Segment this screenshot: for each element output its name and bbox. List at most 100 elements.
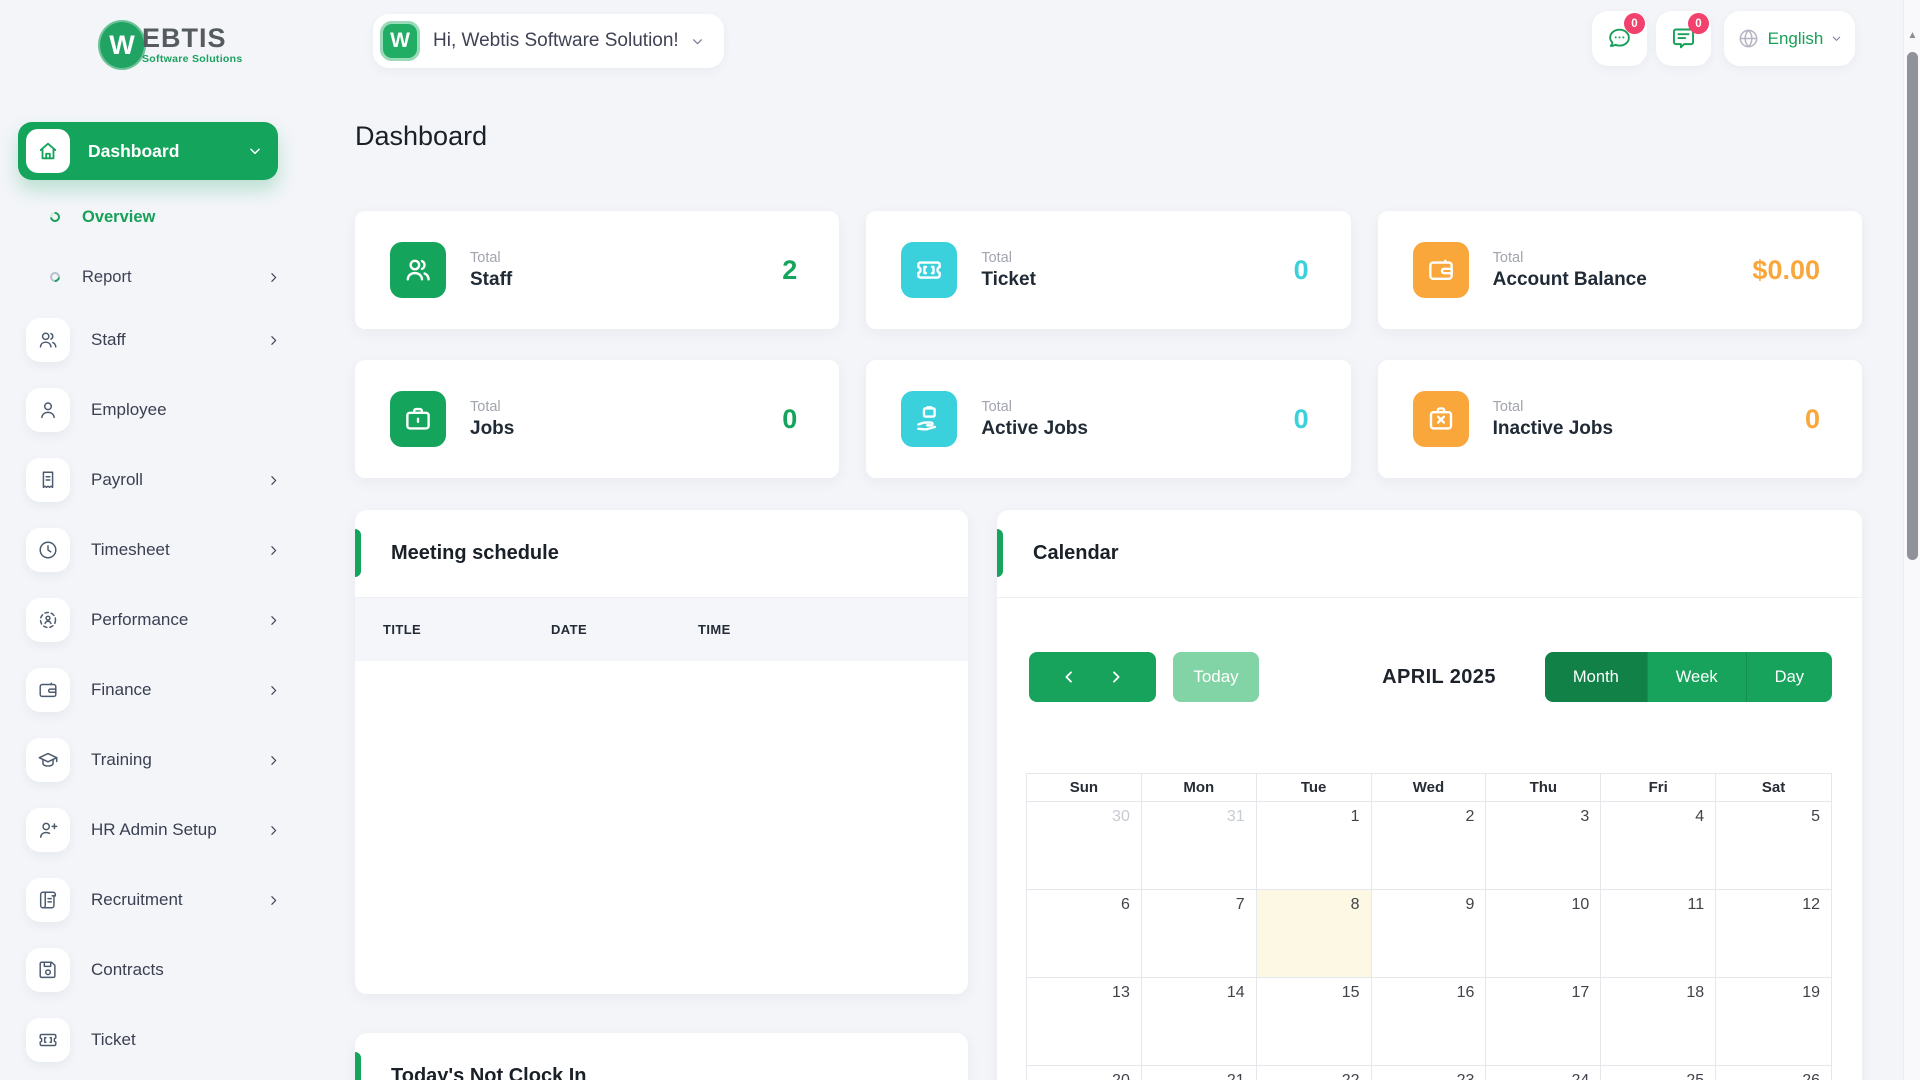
calendar-day-26[interactable]: 26 xyxy=(1716,1066,1831,1080)
sidebar-item-contracts[interactable]: Contracts xyxy=(0,935,300,1005)
sidebar-item-dashboard[interactable]: Dashboard xyxy=(18,122,278,180)
calendar-day-31[interactable]: 31 xyxy=(1141,802,1257,889)
sidebar-item-hr-admin-setup[interactable]: HR Admin Setup xyxy=(0,795,300,865)
chevron-right-icon xyxy=(267,684,280,697)
calendar-day-9[interactable]: 9 xyxy=(1371,890,1487,977)
scroll-up-arrow[interactable]: ▲ xyxy=(1907,30,1918,41)
sidebar-item-payroll[interactable]: Payroll xyxy=(0,445,300,515)
calendar-prev-next[interactable] xyxy=(1029,652,1156,702)
calendar-day-6[interactable]: 6 xyxy=(1027,890,1142,977)
calendar-view-week[interactable]: Week xyxy=(1646,652,1746,702)
today-button[interactable]: Today xyxy=(1173,652,1259,702)
sidebar-item-employee[interactable]: Employee xyxy=(0,375,300,445)
calendar-day-20[interactable]: 20 xyxy=(1027,1066,1142,1080)
stat-card-label: Active Jobs xyxy=(981,417,1088,439)
stat-card-label: Inactive Jobs xyxy=(1492,417,1614,439)
payroll-icon xyxy=(37,469,59,491)
sidebar-item-overview[interactable]: Overview xyxy=(0,195,300,239)
calendar-week-row: 20212223242526 xyxy=(1027,1065,1831,1080)
user-avatar: W xyxy=(380,21,420,61)
stat-card-value: 0 xyxy=(1293,403,1309,434)
calendar-day-30[interactable]: 30 xyxy=(1027,802,1142,889)
meeting-col-date: DATE xyxy=(551,622,588,637)
sidebar-item-training[interactable]: Training xyxy=(0,725,300,795)
calendar-day-15[interactable]: 15 xyxy=(1256,978,1372,1065)
calendar-day-23[interactable]: 23 xyxy=(1371,1066,1487,1080)
calendar-day-21[interactable]: 21 xyxy=(1141,1066,1257,1080)
messages-button[interactable]: 0 xyxy=(1656,11,1711,66)
calendar-day-17[interactable]: 17 xyxy=(1486,978,1602,1065)
logo-word: EBTIS xyxy=(142,23,227,53)
jobs-icon xyxy=(403,404,433,434)
chevron-left-icon[interactable] xyxy=(1061,669,1077,685)
calendar-day-16[interactable]: 16 xyxy=(1371,978,1487,1065)
calendar-day-19[interactable]: 19 xyxy=(1716,978,1831,1065)
stat-card-subtitle: Total xyxy=(470,398,501,415)
stat-card-label: Account Balance xyxy=(1492,268,1647,290)
chevron-right-icon xyxy=(267,474,280,487)
sidebar-item-staff[interactable]: Staff xyxy=(0,305,300,375)
calendar-day-4[interactable]: 4 xyxy=(1601,802,1717,889)
stat-card-active-jobs: Total Active Jobs 0 xyxy=(866,360,1351,478)
hradmin-icon xyxy=(37,819,59,841)
calendar-toolbar: Today APRIL 2025 Month Week Day xyxy=(1029,652,1832,702)
calendar-day-12[interactable]: 12 xyxy=(1716,890,1831,977)
vertical-scrollbar[interactable]: ▲ xyxy=(1903,0,1920,1080)
sidebar-item-ticket[interactable]: Ticket xyxy=(0,1005,300,1075)
calendar-day-14[interactable]: 14 xyxy=(1141,978,1257,1065)
weekday-fri: Fri xyxy=(1601,774,1717,801)
sidebar-item-report[interactable]: Report xyxy=(0,255,300,299)
sidebar-item-recruitment[interactable]: Recruitment xyxy=(0,865,300,935)
sidebar-item-label: Training xyxy=(91,750,152,769)
chat-button[interactable]: 0 xyxy=(1592,11,1647,66)
user-greeting: Hi, Webtis Software Solution! xyxy=(433,30,679,51)
stat-card-label: Jobs xyxy=(470,417,515,439)
language-selector[interactable]: English xyxy=(1724,11,1855,66)
scrollbar-thumb[interactable] xyxy=(1907,52,1918,560)
inactive-jobs-icon xyxy=(1426,404,1456,434)
sidebar-item-finance[interactable]: Finance xyxy=(0,655,300,725)
sidebar-item-label: Finance xyxy=(91,680,152,699)
calendar-day-10[interactable]: 10 xyxy=(1486,890,1602,977)
chevron-down-icon xyxy=(1831,33,1842,44)
weekday-tue: Tue xyxy=(1257,774,1372,801)
employee-icon xyxy=(37,399,59,421)
calendar-day-22[interactable]: 22 xyxy=(1256,1066,1372,1080)
logo-tagline: Software Solutions xyxy=(142,53,243,65)
chevron-right-icon xyxy=(267,544,280,557)
page-title: Dashboard xyxy=(355,121,488,151)
sidebar-item-timesheet[interactable]: Timesheet xyxy=(0,515,300,585)
stat-card-value: 0 xyxy=(782,403,798,434)
calendar-view-month[interactable]: Month xyxy=(1544,652,1647,702)
calendar-day-8-today[interactable]: 8 xyxy=(1256,890,1372,977)
sidebar-item-label: Contracts xyxy=(91,960,164,979)
stat-card-ticket: Total Ticket 0 xyxy=(866,211,1351,329)
calendar-day-18[interactable]: 18 xyxy=(1601,978,1717,1065)
calendar-day-2[interactable]: 2 xyxy=(1371,802,1487,889)
calendar-day-7[interactable]: 7 xyxy=(1141,890,1257,977)
calendar-day-11[interactable]: 11 xyxy=(1601,890,1717,977)
calendar-month-title: APRIL 2025 xyxy=(1382,665,1496,688)
stat-card-subtitle: Total xyxy=(1492,398,1524,415)
chevron-right-icon xyxy=(267,334,280,347)
webtis-logo[interactable]: W EBTIS Software Solutions xyxy=(98,20,243,70)
calendar-day-13[interactable]: 13 xyxy=(1027,978,1142,1065)
chevron-right-icon[interactable] xyxy=(1108,669,1124,685)
calendar-day-25[interactable]: 25 xyxy=(1601,1066,1717,1080)
calendar-day-3[interactable]: 3 xyxy=(1486,802,1602,889)
sidebar: Dashboard Overview Report Staff Employee… xyxy=(0,0,300,1080)
calendar-day-24[interactable]: 24 xyxy=(1486,1066,1602,1080)
stat-card-subtitle: Total xyxy=(981,249,1012,266)
calendar-day-5[interactable]: 5 xyxy=(1716,802,1831,889)
weekday-thu: Thu xyxy=(1486,774,1602,801)
stat-card-account-balance: Total Account Balance $0.00 xyxy=(1377,211,1862,329)
meeting-col-title: TITLE xyxy=(383,622,422,637)
calendar-day-1[interactable]: 1 xyxy=(1256,802,1372,889)
calendar-view-day[interactable]: Day xyxy=(1745,652,1832,702)
user-menu[interactable]: W Hi, Webtis Software Solution! xyxy=(373,14,724,68)
meeting-table-header: TITLE DATE TIME xyxy=(355,598,968,661)
calendar-card: Calendar Today APRIL 2025 Month Week Day S… xyxy=(997,510,1862,1080)
sidebar-item-performance[interactable]: Performance xyxy=(0,585,300,655)
chevron-right-icon xyxy=(267,614,280,627)
